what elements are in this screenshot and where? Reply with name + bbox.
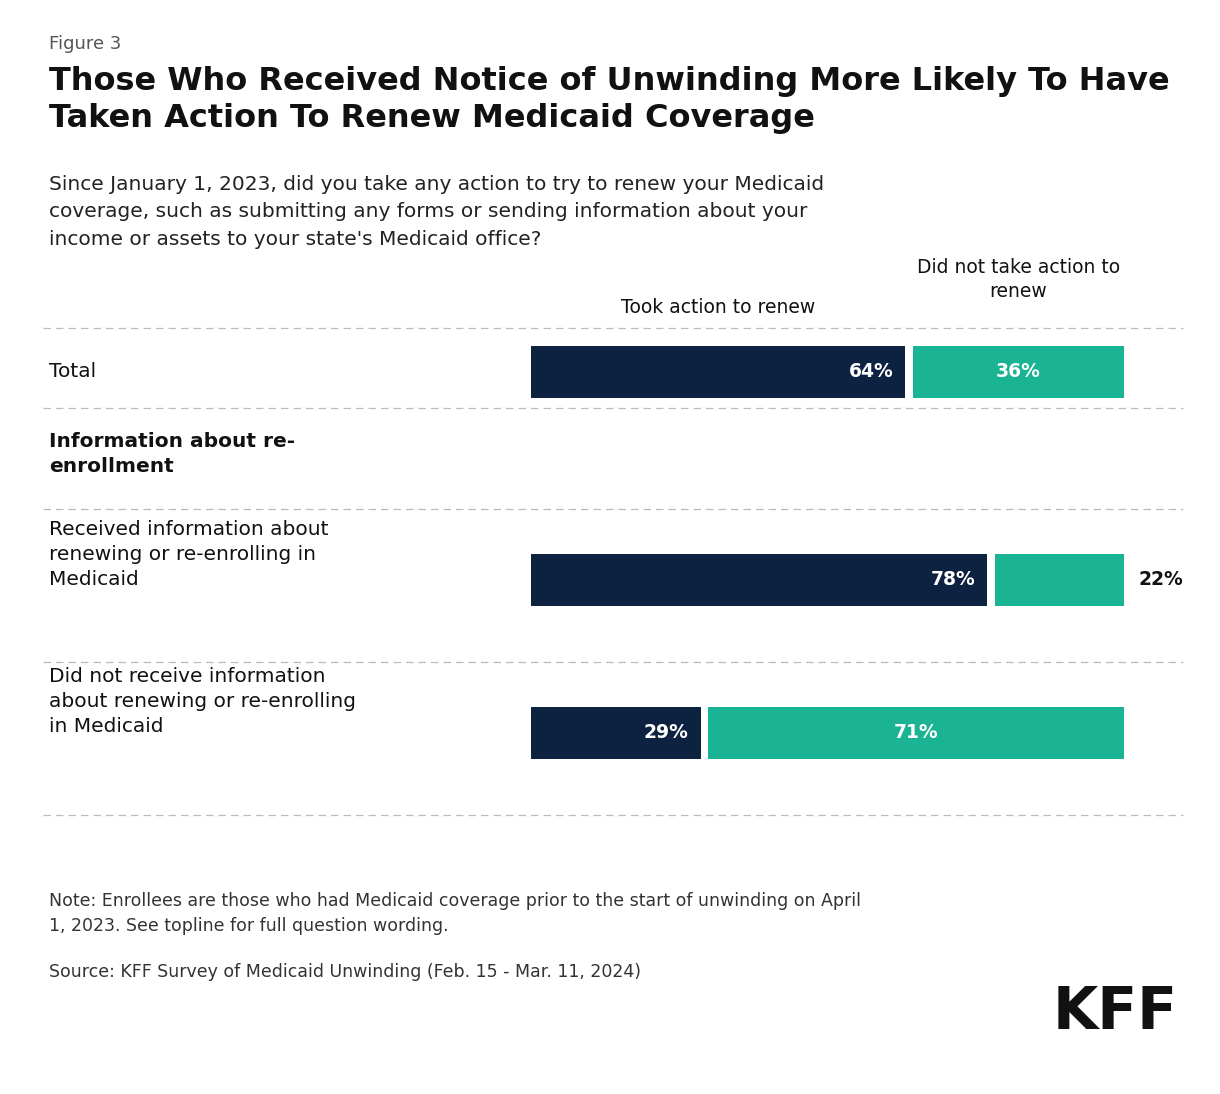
FancyBboxPatch shape <box>708 707 1124 759</box>
Text: Information about re-
enrollment: Information about re- enrollment <box>49 432 295 476</box>
Text: 22%: 22% <box>1138 570 1183 590</box>
Text: 78%: 78% <box>931 570 975 590</box>
Text: Those Who Received Notice of Unwinding More Likely To Have
Taken Action To Renew: Those Who Received Notice of Unwinding M… <box>49 66 1170 133</box>
Text: KFF: KFF <box>1053 985 1177 1041</box>
FancyBboxPatch shape <box>531 346 905 398</box>
Text: Source: KFF Survey of Medicaid Unwinding (Feb. 15 - Mar. 11, 2024): Source: KFF Survey of Medicaid Unwinding… <box>49 963 640 980</box>
FancyBboxPatch shape <box>913 346 1124 398</box>
Text: Took action to renew: Took action to renew <box>621 299 815 317</box>
Text: 71%: 71% <box>893 723 938 743</box>
Text: Did not take action to
renew: Did not take action to renew <box>916 258 1120 301</box>
Text: 29%: 29% <box>643 723 688 743</box>
Text: Since January 1, 2023, did you take any action to try to renew your Medicaid
cov: Since January 1, 2023, did you take any … <box>49 175 824 248</box>
FancyBboxPatch shape <box>531 554 987 606</box>
Text: 36%: 36% <box>996 362 1041 382</box>
FancyBboxPatch shape <box>994 554 1124 606</box>
Text: Received information about
renewing or re-enrolling in
Medicaid: Received information about renewing or r… <box>49 520 328 589</box>
Text: Note: Enrollees are those who had Medicaid coverage prior to the start of unwind: Note: Enrollees are those who had Medica… <box>49 892 861 934</box>
Text: Figure 3: Figure 3 <box>49 35 121 53</box>
Text: Did not receive information
about renewing or re-enrolling
in Medicaid: Did not receive information about renewi… <box>49 667 356 736</box>
Text: Total: Total <box>49 362 96 382</box>
FancyBboxPatch shape <box>531 707 700 759</box>
Text: 64%: 64% <box>849 362 893 382</box>
